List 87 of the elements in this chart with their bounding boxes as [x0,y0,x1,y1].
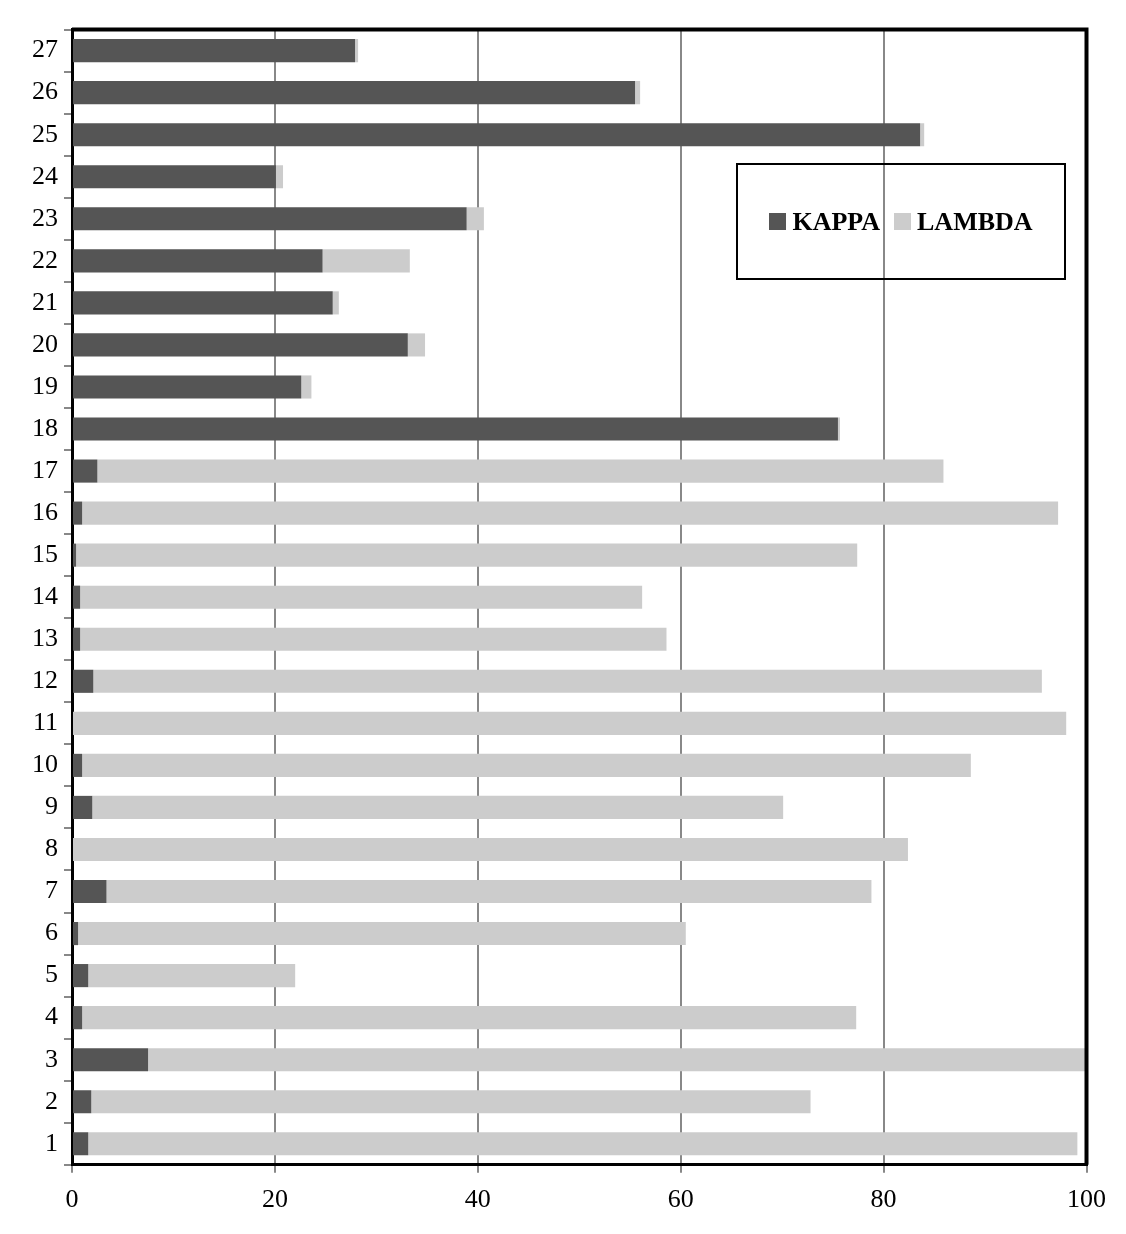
bar [920,123,925,147]
y-tick-label: 1 [45,1127,58,1157]
bar [635,81,641,105]
bar [73,39,356,63]
bar [73,585,81,609]
y-tick-label: 13 [32,623,58,653]
bar [73,459,98,483]
y-tick-label: 25 [32,118,58,148]
bar [73,1090,92,1114]
y-tick-label: 6 [45,917,58,947]
bar [73,795,93,819]
bar [73,711,1067,735]
bar [91,1090,811,1114]
y-tick-label: 17 [32,454,58,484]
bar [73,964,89,988]
y-tick-label: 2 [45,1085,58,1115]
bar [73,249,323,273]
bar [301,375,312,399]
x-tick-label: 80 [870,1184,897,1214]
bar [73,543,77,567]
bar [837,417,840,441]
y-tick-label: 7 [45,875,58,905]
y-tick-label: 11 [32,707,58,737]
bar [73,333,408,357]
x-tick-label: 40 [464,1184,491,1214]
y-tick-label: 26 [32,76,58,106]
bar [73,1006,83,1030]
y-tick-label: 15 [32,538,58,568]
legend-label: KAPPA [792,206,881,237]
bar [407,333,426,357]
y-tick-label: 12 [32,665,58,695]
y-tick-label: 10 [32,749,58,779]
bar [73,753,83,777]
legend-label: LAMBDA [917,206,1033,237]
bar [80,585,643,609]
y-tick-label: 27 [32,34,58,64]
bar [80,627,667,651]
x-tick-label: 60 [667,1184,694,1214]
y-tick-label: 22 [32,244,58,274]
y-tick-label: 3 [45,1043,58,1073]
bar [332,291,339,315]
bar [73,921,79,946]
bar [93,669,1042,693]
bar [73,669,94,693]
bar [73,627,81,651]
bar [73,501,83,525]
bar [97,459,944,483]
bar [275,165,284,189]
x-tick-label: 20 [261,1184,288,1214]
bar [92,795,784,819]
y-tick-label: 23 [32,202,58,232]
y-tick-label: 5 [45,959,58,989]
bar [88,1132,1078,1156]
y-tick-label: 20 [32,328,58,358]
bar [88,964,296,988]
bar [106,879,872,904]
bar [73,837,908,862]
y-tick-label: 21 [32,286,58,316]
bar [82,501,1059,525]
y-tick-label: 9 [45,791,58,821]
bar [78,921,686,946]
y-tick-label: 14 [32,581,58,611]
bar [73,879,107,904]
x-tick-label: 0 [65,1184,79,1214]
y-tick-label: 19 [32,370,58,400]
bar [73,375,302,399]
bar [148,1048,1087,1072]
bar [73,123,921,147]
bar [355,39,359,63]
bar [82,1006,857,1030]
bar [73,417,838,441]
bar [322,249,410,273]
y-tick-label: 8 [45,833,58,863]
y-tick-label: 24 [32,160,58,190]
bar [73,1132,89,1156]
bar [82,753,971,777]
bar [73,291,333,315]
y-tick-label: 18 [32,412,58,442]
bar [73,81,636,105]
bar [466,207,484,231]
y-tick-label: 4 [45,1001,58,1031]
x-tick-label: 100 [1067,1184,1106,1214]
bar [73,1048,149,1072]
bar [76,543,858,567]
bar [73,165,276,189]
y-tick-label: 16 [32,496,58,526]
bar [73,207,467,231]
